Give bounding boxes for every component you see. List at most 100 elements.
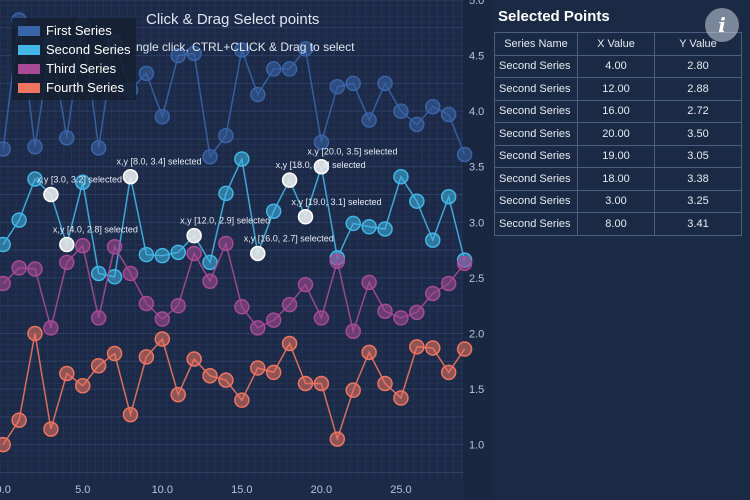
legend-label: Second Series xyxy=(46,42,131,57)
data-point xyxy=(313,134,330,151)
data-point xyxy=(106,239,123,255)
table-row: Second Series 3.00 3.25 xyxy=(494,189,742,213)
data-point xyxy=(361,112,377,128)
y-tick-label: 1.0 xyxy=(469,440,484,452)
data-point xyxy=(186,45,202,62)
selection-label: x,y [8.0, 3.4] selected xyxy=(116,157,201,167)
y-tick-label: 4.5 xyxy=(469,51,484,63)
data-point xyxy=(234,151,250,167)
data-point xyxy=(154,108,171,125)
series-layer[interactable] xyxy=(0,12,473,453)
cell-y-value: 2.88 xyxy=(654,77,742,101)
x-tick-label: 25.0 xyxy=(390,484,411,496)
data-point xyxy=(377,375,393,392)
cell-series-name: Second Series xyxy=(494,167,578,191)
data-point xyxy=(90,265,107,282)
data-point xyxy=(250,245,266,262)
legend-label: First Series xyxy=(46,23,112,38)
data-point xyxy=(377,303,393,320)
data-point xyxy=(218,372,234,388)
data-point xyxy=(425,98,441,115)
data-point xyxy=(409,116,425,133)
cell-series-name: Second Series xyxy=(494,122,578,146)
data-point xyxy=(43,320,59,336)
selection-label: x,y [18.0, 3.4] selected xyxy=(276,160,366,170)
data-point xyxy=(170,244,186,261)
data-point xyxy=(27,171,43,187)
data-point xyxy=(456,146,473,163)
y-tick-label: 2.0 xyxy=(469,328,484,340)
info-icon[interactable]: i xyxy=(705,8,739,42)
data-point xyxy=(122,406,139,423)
data-point xyxy=(345,323,361,340)
data-point xyxy=(154,331,171,347)
cell-series-name: Second Series xyxy=(494,99,578,123)
data-point xyxy=(345,75,361,92)
data-point xyxy=(456,255,473,272)
data-point xyxy=(0,141,11,157)
data-point xyxy=(297,41,314,57)
x-tick-label: 20.0 xyxy=(311,484,332,496)
data-point xyxy=(90,140,107,156)
cell-y-value: 3.05 xyxy=(654,144,742,168)
column-header: X Value xyxy=(577,32,655,56)
data-point xyxy=(170,47,186,64)
data-point xyxy=(11,260,27,276)
cell-x-value: 12.00 xyxy=(577,77,655,101)
data-point xyxy=(106,345,123,362)
data-point xyxy=(329,253,346,269)
data-point xyxy=(27,325,43,342)
data-point xyxy=(43,186,59,203)
legend-label: Fourth Series xyxy=(46,80,125,95)
legend-label: Third Series xyxy=(46,61,117,76)
chart-subtitle: ngle click, CTRL+CLICK & Drag to select xyxy=(136,40,355,54)
cell-x-value: 19.00 xyxy=(577,144,655,168)
data-point xyxy=(27,138,43,155)
data-point xyxy=(393,310,409,326)
data-point xyxy=(90,357,107,374)
table-row: Second Series 20.00 3.50 xyxy=(494,122,742,146)
data-point xyxy=(393,103,409,119)
cell-y-value: 3.50 xyxy=(654,122,742,146)
chart-area[interactable]: x,y [3.0, 3.2] selected x,y [8.0, 3.4] se… xyxy=(0,0,494,500)
data-point xyxy=(11,212,27,228)
legend-swatch xyxy=(18,63,40,74)
data-point xyxy=(425,340,441,356)
data-point xyxy=(361,274,377,291)
data-point xyxy=(202,367,218,384)
data-point xyxy=(27,261,43,277)
data-point xyxy=(250,320,266,336)
legend-item-first[interactable]: First Series xyxy=(12,21,136,40)
series-line-2 xyxy=(2,156,466,278)
data-point xyxy=(297,375,314,392)
x-axis: 0.0 5.0 10.0 15.0 20.0 25.0 xyxy=(0,484,412,496)
chart-title: Click & Drag Select points xyxy=(146,11,320,28)
cell-y-value: 3.38 xyxy=(654,167,742,191)
data-point xyxy=(154,247,171,264)
selection-label: x,y [16.0, 2.7] selected xyxy=(244,233,334,243)
y-tick-label: 3.0 xyxy=(469,217,484,229)
data-point xyxy=(250,360,266,376)
data-point xyxy=(345,382,361,398)
chart-canvas[interactable]: x,y [3.0, 3.2] selected x,y [8.0, 3.4] se… xyxy=(0,0,494,500)
data-point xyxy=(313,158,330,175)
data-point xyxy=(170,386,186,403)
data-point xyxy=(218,185,234,202)
table-row: Second Series 8.00 3.41 xyxy=(494,212,742,236)
selection-label: x,y [12.0, 2.9] selected xyxy=(180,216,270,226)
y-axis: 1.0 1.5 2.0 2.5 3.0 3.5 4.0 4.5 5.0 xyxy=(469,0,484,452)
table-row: Second Series 18.00 3.38 xyxy=(494,167,742,191)
data-point xyxy=(122,265,139,282)
data-point xyxy=(74,174,91,191)
legend-item-third[interactable]: Third Series xyxy=(12,59,136,78)
data-point xyxy=(43,421,59,437)
data-point xyxy=(361,344,377,361)
data-point xyxy=(409,304,425,321)
data-point xyxy=(234,42,250,58)
data-point xyxy=(377,221,393,237)
data-point xyxy=(186,245,202,262)
legend: First Series Second Series Third Series … xyxy=(12,18,136,100)
legend-item-second[interactable]: Second Series xyxy=(12,40,136,59)
legend-item-fourth[interactable]: Fourth Series xyxy=(12,78,136,97)
data-point xyxy=(234,392,250,408)
